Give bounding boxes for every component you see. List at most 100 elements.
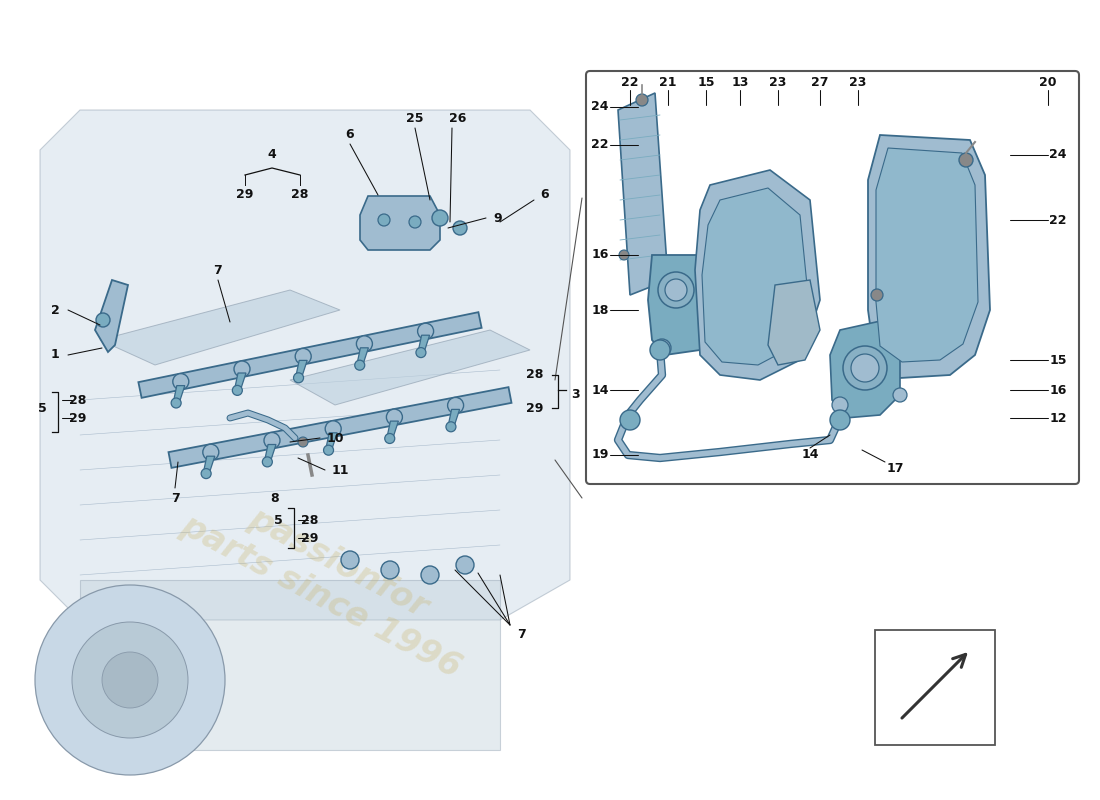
Polygon shape (100, 290, 340, 365)
Circle shape (356, 336, 373, 352)
Text: passionfor
parts since 1996: passionfor parts since 1996 (175, 475, 485, 685)
Circle shape (446, 422, 455, 432)
Circle shape (201, 469, 211, 478)
Circle shape (448, 398, 463, 414)
Text: 22: 22 (621, 75, 639, 89)
Polygon shape (702, 188, 808, 365)
Circle shape (418, 323, 433, 339)
Polygon shape (40, 110, 570, 620)
Circle shape (298, 437, 308, 447)
Circle shape (341, 551, 359, 569)
Circle shape (432, 210, 448, 226)
Polygon shape (326, 433, 338, 450)
Polygon shape (234, 373, 246, 390)
Text: 4: 4 (267, 149, 276, 162)
Text: 1: 1 (51, 349, 59, 362)
Circle shape (262, 457, 273, 467)
Polygon shape (168, 387, 512, 468)
Text: 27: 27 (812, 75, 828, 89)
Polygon shape (360, 196, 440, 250)
Polygon shape (695, 170, 820, 380)
Text: 7: 7 (170, 491, 179, 505)
Circle shape (893, 388, 907, 402)
Circle shape (832, 397, 848, 413)
Circle shape (409, 216, 421, 228)
Circle shape (173, 374, 189, 390)
Text: 16: 16 (1049, 383, 1067, 397)
Text: 5: 5 (37, 402, 46, 414)
Text: 29: 29 (526, 402, 543, 414)
Circle shape (830, 410, 850, 430)
Circle shape (653, 339, 671, 357)
Circle shape (264, 433, 280, 449)
Circle shape (619, 250, 629, 260)
Circle shape (666, 279, 688, 301)
Text: 28: 28 (301, 514, 319, 526)
Text: 7: 7 (518, 629, 527, 642)
Circle shape (386, 409, 403, 425)
Text: 25: 25 (406, 111, 424, 125)
Circle shape (385, 434, 395, 443)
Circle shape (381, 561, 399, 579)
Text: 22: 22 (1049, 214, 1067, 226)
Circle shape (843, 346, 887, 390)
Text: 24: 24 (592, 101, 608, 114)
Text: 19: 19 (592, 449, 608, 462)
Polygon shape (768, 280, 820, 365)
Text: 2: 2 (51, 303, 59, 317)
Text: 15: 15 (1049, 354, 1067, 366)
Text: 10: 10 (327, 431, 343, 445)
Circle shape (35, 585, 226, 775)
Circle shape (378, 214, 390, 226)
Text: 17: 17 (887, 462, 904, 474)
Circle shape (295, 349, 311, 364)
Text: 3: 3 (571, 389, 580, 402)
Polygon shape (830, 320, 900, 418)
Circle shape (72, 622, 188, 738)
Circle shape (323, 445, 333, 455)
Circle shape (650, 340, 670, 360)
Text: 6: 6 (541, 189, 549, 202)
Circle shape (202, 444, 219, 460)
Text: 7: 7 (213, 263, 222, 277)
Polygon shape (95, 280, 128, 352)
Circle shape (456, 556, 474, 574)
Circle shape (416, 347, 426, 358)
Text: 21: 21 (659, 75, 676, 89)
Circle shape (294, 373, 304, 382)
Circle shape (658, 272, 694, 308)
Circle shape (234, 361, 250, 377)
Text: 29: 29 (236, 187, 254, 201)
Circle shape (959, 153, 974, 167)
Circle shape (326, 421, 341, 437)
Text: 13: 13 (732, 75, 749, 89)
Polygon shape (618, 93, 668, 295)
Circle shape (232, 386, 242, 395)
Polygon shape (204, 456, 214, 474)
Polygon shape (173, 386, 185, 403)
Polygon shape (356, 348, 369, 365)
Text: 5: 5 (274, 514, 283, 526)
Text: 8: 8 (271, 491, 279, 505)
Polygon shape (876, 148, 978, 362)
Text: 18: 18 (592, 303, 608, 317)
Circle shape (453, 221, 468, 235)
Circle shape (636, 94, 648, 106)
Text: 22: 22 (592, 138, 608, 151)
Text: 28: 28 (292, 187, 309, 201)
Polygon shape (418, 335, 430, 353)
FancyBboxPatch shape (586, 71, 1079, 484)
Text: 23: 23 (849, 75, 867, 89)
Polygon shape (868, 135, 990, 378)
Text: 15: 15 (697, 75, 715, 89)
Circle shape (172, 398, 182, 408)
Text: 28: 28 (526, 369, 543, 382)
Text: 9: 9 (494, 211, 503, 225)
Text: 29: 29 (301, 531, 319, 545)
Text: 16: 16 (592, 249, 608, 262)
Polygon shape (648, 255, 706, 355)
Polygon shape (264, 445, 276, 462)
Polygon shape (80, 580, 500, 750)
Polygon shape (139, 312, 482, 398)
Text: 29: 29 (69, 411, 87, 425)
